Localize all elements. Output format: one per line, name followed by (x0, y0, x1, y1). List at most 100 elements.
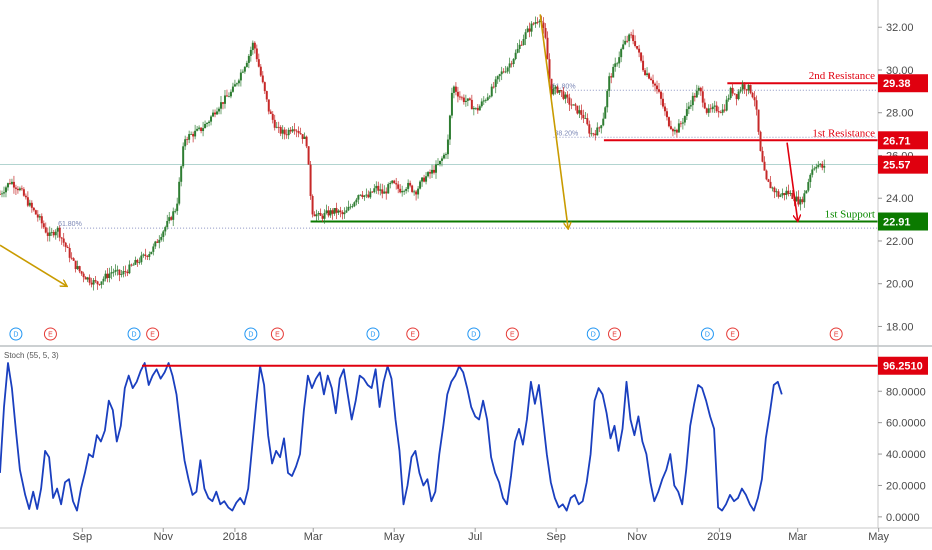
candle-body (305, 136, 308, 147)
candle-body (66, 246, 69, 248)
candle-body (498, 74, 501, 77)
candle-body (178, 181, 181, 204)
dividend-marker (244, 327, 258, 341)
candle-body (765, 170, 768, 180)
candle-body (84, 277, 87, 280)
candle-body (140, 255, 143, 263)
candle-body (10, 181, 13, 184)
candle-body (335, 208, 338, 213)
candle-body (112, 271, 115, 273)
candle-body (150, 251, 153, 255)
event-marker-label: E (410, 332, 415, 339)
candle-body (339, 210, 342, 213)
candle-body (154, 241, 157, 247)
candle-body (86, 277, 89, 280)
candle-body (725, 99, 728, 111)
candle-body (315, 214, 318, 217)
candle-body (182, 146, 185, 167)
candle-body (749, 84, 752, 93)
event-marker-label: D (471, 332, 476, 339)
event-marker-label: D (13, 332, 18, 339)
candle-body (626, 40, 629, 42)
event-marker-label: E (275, 332, 280, 339)
candle-body (638, 48, 641, 53)
stoch-k-line (0, 362, 783, 512)
indicator-label: Stoch (55, 5, 3) (4, 351, 59, 360)
candle-body (817, 165, 820, 167)
candle-body (200, 127, 203, 132)
projection-arrows-layer (0, 14, 798, 285)
candle-body (679, 123, 682, 125)
candle-body (526, 28, 529, 33)
candle-body (562, 91, 565, 99)
earnings-marker (406, 327, 420, 341)
time-axis-label: 2018 (223, 531, 247, 543)
candle-body (807, 182, 810, 191)
candle-body (245, 62, 248, 67)
candle-body (218, 108, 220, 112)
candle-body (753, 97, 756, 101)
candle-body (558, 90, 561, 93)
candle-body (751, 92, 754, 98)
candle-body (711, 106, 714, 110)
candle-body (0, 193, 3, 195)
candle-body (727, 98, 730, 100)
candle-body (538, 20, 541, 23)
candle-body (550, 78, 553, 95)
candle-body (745, 89, 748, 91)
earnings-marker (829, 327, 843, 341)
candle-body (659, 91, 662, 99)
candle-body (70, 257, 73, 259)
candle-body (227, 96, 230, 98)
stoch-axis-label: 0.0000 (886, 512, 920, 524)
candle-body (38, 216, 41, 218)
candle-body (122, 271, 125, 275)
candle-body (190, 133, 193, 135)
candle-body (460, 97, 463, 99)
candle-body (480, 101, 483, 107)
event-marker-label: E (48, 332, 53, 339)
candle-body (663, 106, 666, 112)
candle-body (514, 52, 517, 60)
candle-body (763, 161, 766, 171)
candle-body (331, 210, 334, 214)
candle-body (216, 111, 219, 115)
candle-body (385, 191, 388, 194)
candle-body (52, 231, 55, 236)
candle-body (799, 199, 802, 205)
candle-body (279, 127, 282, 134)
candle-body (355, 199, 358, 203)
candle-body (755, 100, 758, 110)
event-marker-label: D (370, 332, 375, 339)
candle-body (28, 202, 31, 206)
candle-body (321, 215, 324, 219)
candle-body (427, 172, 430, 177)
candle-body (534, 22, 537, 24)
projection-arrow (786, 142, 798, 221)
candle-body (612, 66, 615, 78)
candle-body (353, 202, 356, 207)
candle-body (518, 44, 521, 49)
candle-body (606, 90, 609, 108)
candle-body (349, 206, 352, 208)
candle-body (819, 163, 822, 166)
candle-body (809, 174, 812, 183)
candle-body (691, 95, 694, 106)
candle-body (285, 134, 288, 136)
time-axis-label: Jul (468, 531, 482, 543)
candle-body (442, 154, 445, 159)
candle-body (277, 126, 280, 128)
candle-body (357, 195, 360, 200)
candle-body (78, 266, 81, 272)
dividend-marker (700, 327, 714, 341)
candle-body (709, 108, 712, 110)
candle-body (297, 130, 300, 134)
candle-body (90, 282, 93, 285)
candle-body (100, 281, 103, 285)
candle-body (160, 237, 163, 240)
candle-body (287, 129, 290, 136)
earnings-marker (608, 327, 622, 341)
candle-body (253, 42, 256, 49)
